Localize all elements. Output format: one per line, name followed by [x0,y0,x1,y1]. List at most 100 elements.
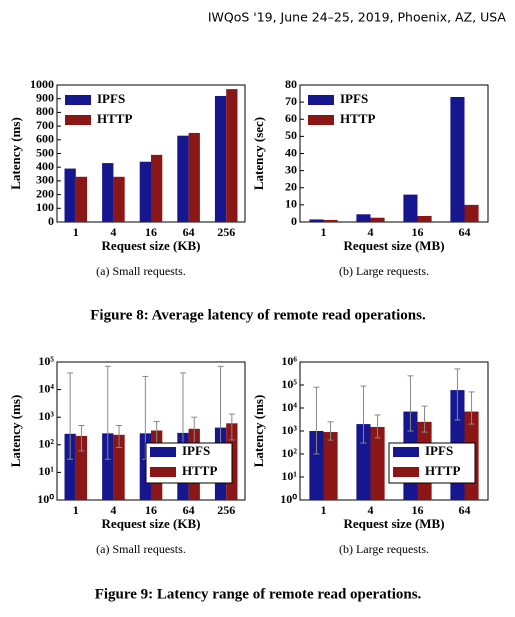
legend-label: IPFS [182,443,210,458]
y-tick-label: 40 [285,145,297,159]
y-tick-label: 10⁰ [37,492,54,506]
x-tick-label: 16 [412,503,424,517]
bar [370,426,385,500]
bar [75,176,88,222]
y-tick-label: 20 [285,180,297,194]
y-tick-label: 60 [285,111,297,125]
y-tick-label: 900 [36,90,54,104]
x-tick-label: 1 [73,503,79,517]
x-axis-label: Request size (MB) [343,238,444,253]
y-tick-label: 400 [36,159,54,173]
x-tick-label: 1 [321,225,327,239]
y-tick-label: 10² [281,446,297,460]
bar [188,132,200,222]
x-tick-label: 4 [110,225,116,239]
bar [102,163,114,222]
bar [370,217,385,222]
bar [214,95,227,222]
y-tick-label: 10³ [281,423,297,437]
legend-swatch [393,467,419,477]
x-tick-label: 4 [368,503,374,517]
x-tick-label: 64 [459,503,471,517]
y-axis-label: Latency (ms) [251,395,266,468]
x-tick-label: 256 [217,503,235,517]
x-tick-label: 16 [145,503,157,517]
y-tick-label: 50 [285,128,297,142]
legend-swatch [393,447,419,457]
legend-swatch [150,447,176,457]
legend-swatch [308,95,334,105]
y-tick-label: 1000 [30,77,54,91]
y-tick-label: 700 [36,118,54,132]
legend-label: HTTP [425,463,460,478]
y-tick-label: 0 [291,214,297,228]
y-tick-label: 0 [48,214,54,228]
figure-caption: Figure 9: Latency range of remote read o… [95,586,422,602]
bar [64,168,76,222]
bar [356,214,371,222]
y-tick-label: 10⁵ [281,377,297,391]
y-axis-label: Latency (ms) [8,395,23,468]
legend-swatch [308,115,334,125]
y-tick-label: 600 [36,132,54,146]
bar [177,135,189,222]
x-axis-label: Request size (KB) [102,238,201,253]
y-axis-label: Latency (ms) [8,117,23,190]
legend-label: HTTP [340,111,375,126]
bar [151,154,163,222]
y-tick-label: 80 [285,77,297,91]
bar [417,216,432,222]
figure-caption: Figure 8: Average latency of remote read… [90,307,426,323]
y-tick-label: 10¹ [281,469,297,483]
y-tick-label: 10⁵ [38,354,54,368]
x-tick-label: 16 [412,225,424,239]
bar [102,433,114,500]
y-tick-label: 10⁴ [281,400,297,414]
subcaption: (a) Small requests. [96,542,186,556]
legend-swatch [65,95,91,105]
x-tick-label: 16 [145,225,157,239]
y-tick-label: 10⁴ [38,381,54,395]
bar [113,434,125,500]
y-tick-label: 10 [285,197,297,211]
subcaption: (b) Large requests. [339,542,429,556]
bar [323,219,338,222]
y-tick-label: 10⁶ [281,354,297,368]
y-tick-label: 70 [285,94,297,108]
subcaption: (b) Large requests. [339,264,429,278]
y-tick-label: 10³ [38,409,54,423]
y-tick-label: 800 [36,104,54,118]
y-tick-label: 10⁰ [280,492,297,506]
bar [450,96,465,222]
x-tick-label: 64 [183,225,195,239]
y-tick-label: 10¹ [38,464,54,478]
legend-label: IPFS [425,443,453,458]
x-tick-label: 1 [321,503,327,517]
legend-label: IPFS [97,91,125,106]
y-tick-label: 100 [36,200,54,214]
y-tick-label: 500 [36,145,54,159]
y-tick-label: 10² [38,437,54,451]
bar [464,204,479,222]
x-tick-label: 4 [110,503,116,517]
bar [226,89,238,222]
x-tick-label: 1 [73,225,79,239]
x-tick-label: 64 [459,225,471,239]
bar [323,432,338,500]
x-tick-label: 256 [217,225,235,239]
bar [356,424,371,500]
y-tick-label: 200 [36,186,54,200]
y-axis-label: Latency (sec) [251,117,266,190]
bar [113,176,125,222]
legend-swatch [65,115,91,125]
bar [403,194,418,222]
y-tick-label: 30 [285,162,297,176]
subcaption: (a) Small requests. [96,264,186,278]
bar [309,219,324,222]
legend-label: HTTP [97,111,132,126]
legend-label: HTTP [182,463,217,478]
x-tick-label: 64 [183,503,195,517]
bar [139,433,151,500]
y-tick-label: 300 [36,173,54,187]
